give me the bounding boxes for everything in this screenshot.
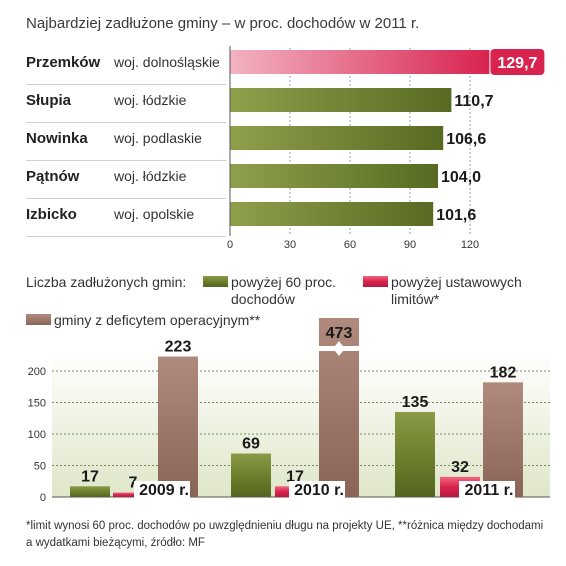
category-label-bg <box>459 481 515 499</box>
bar-value-label: 32 <box>451 459 469 476</box>
bar-value-label: 69 <box>242 436 260 453</box>
legend-swatch-olive <box>203 276 228 287</box>
chart1-xtick-label: 30 <box>284 239 296 251</box>
municipality-label: Pątnów <box>26 168 80 185</box>
legend-label-series-2-line-1: powyżej ustawowych <box>391 274 522 290</box>
municipality-label: Słupia <box>26 92 72 109</box>
region-label: woj. opolskie <box>113 206 194 222</box>
bar-series-2-1 <box>113 492 153 497</box>
chart2-ytick-label: 100 <box>28 429 46 441</box>
bar-series-3-1 <box>158 356 198 497</box>
category-label: 2011 r. <box>465 482 514 499</box>
value-label: 106,6 <box>446 131 486 148</box>
legend-item-series-2: powyżej ustawowych limitów* <box>363 274 522 307</box>
legend-label-series-2-line-2: limitów* <box>391 291 440 307</box>
row-divider <box>26 236 226 237</box>
region-label: woj. łódzkie <box>113 92 187 108</box>
chart1-title: Najbardziej zadłużone gminy – w proc. do… <box>26 15 419 32</box>
legend-label-series-3: gminy z deficytem operacyjnym** <box>54 312 261 328</box>
value-label: 101,6 <box>436 207 476 224</box>
chart1-plot: 0 30 60 90 120 Przemków woj. dolnośląskie 129,7… <box>26 46 545 251</box>
chart2-background <box>52 352 550 497</box>
category-label-bg <box>289 481 345 499</box>
chart1-xtick-label: 0 <box>227 239 233 251</box>
legend: powyżej 60 proc. dochodów powyżej ustawo… <box>26 274 522 328</box>
category-label-bg <box>134 481 190 499</box>
value-badge <box>490 49 545 75</box>
chart1-xtick-label: 90 <box>404 239 416 251</box>
bar-series-1-1 <box>70 486 110 497</box>
row-divider <box>26 160 226 161</box>
bar-value-label: 473 <box>326 325 353 342</box>
chart2-ytick-label: 150 <box>28 398 46 410</box>
bar-3 <box>230 126 444 150</box>
bar-value-label: 17 <box>81 468 99 485</box>
bar-5 <box>230 202 434 226</box>
row-divider <box>26 84 226 85</box>
value-label: 129,7 <box>497 55 537 72</box>
region-label: woj. podlaskie <box>113 130 202 146</box>
bar-value-label: 223 <box>165 339 192 356</box>
bar-series-1-2 <box>231 453 271 497</box>
municipality-label: Izbicko <box>26 206 77 223</box>
legend-item-series-1: powyżej 60 proc. dochodów <box>203 274 336 307</box>
chart2-ytick-label: 50 <box>34 461 46 473</box>
municipality-label: Przemków <box>26 54 101 71</box>
municipality-label: Nowinka <box>26 130 88 147</box>
value-label: 110,7 <box>454 93 493 110</box>
chart2-ytick-label: 200 <box>28 366 46 378</box>
value-label: 104,0 <box>441 169 481 186</box>
chart2-title: Liczba zadłużonych gmin: <box>26 274 186 290</box>
bar-value-label: 135 <box>402 394 429 411</box>
bar-value-label: 7 <box>129 475 138 492</box>
legend-swatch-red <box>363 276 388 287</box>
region-label: woj. łódzkie <box>113 168 187 184</box>
category-label: 2010 r. <box>294 482 344 499</box>
bar-series-3-3 <box>483 382 523 497</box>
legend-label-series-1-line-1: powyżej 60 proc. <box>231 274 336 290</box>
footnote-line-1: *limit wynosi 60 proc. dochodów po uwzgl… <box>26 520 543 532</box>
bar-value-label: 182 <box>490 364 517 381</box>
legend-swatch-brown <box>26 314 51 325</box>
legend-label-series-1-line-2: dochodów <box>231 291 296 307</box>
bar-1 <box>230 50 490 74</box>
axis-break-mark <box>317 341 361 356</box>
row-divider <box>26 198 226 199</box>
chart2-ytick-label: 0 <box>40 492 46 504</box>
footnote-line-2: a wydatkami bieżącymi, źródło: MF <box>26 537 205 549</box>
category-label: 2009 r. <box>139 482 189 499</box>
bar-4 <box>230 164 438 188</box>
legend-item-series-3: gminy z deficytem operacyjnym** <box>26 312 261 328</box>
chart1-xtick-label: 120 <box>461 239 479 251</box>
chart1-xtick-label: 60 <box>344 239 356 251</box>
region-label: woj. dolnośląskie <box>113 54 220 70</box>
bar-series-1-3 <box>395 411 435 497</box>
row-divider <box>26 122 226 123</box>
bar-2 <box>230 88 452 112</box>
